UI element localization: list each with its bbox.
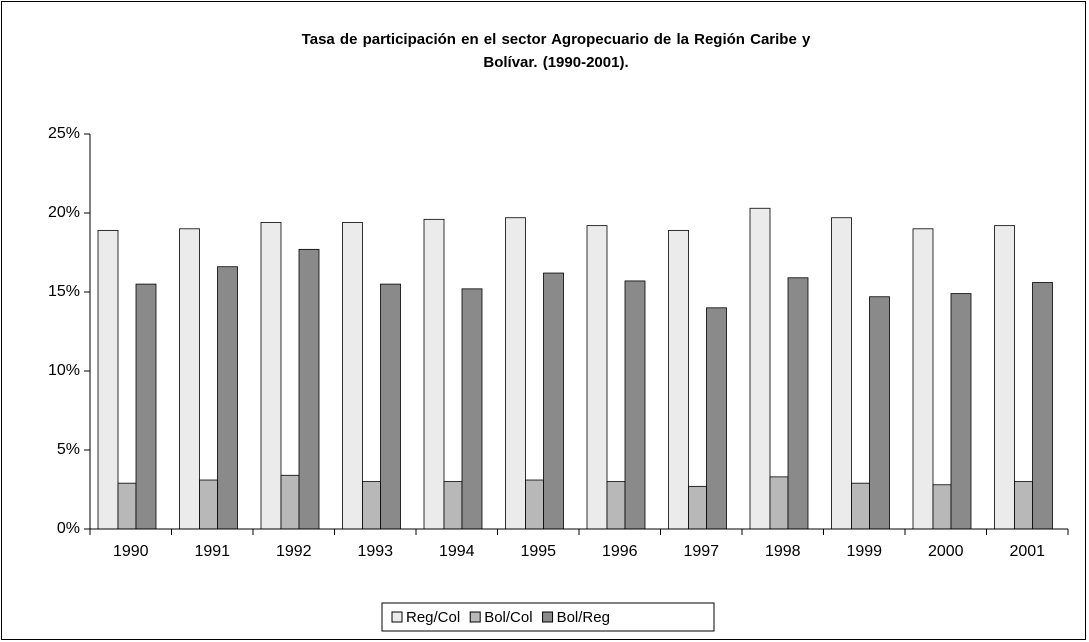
chart-title: Tasa de participación en el sector Agrop…: [301, 31, 811, 71]
bar: [443, 481, 463, 530]
bar: [362, 481, 381, 530]
bar: [217, 266, 238, 530]
bar: [97, 229, 119, 530]
legend-swatch: [391, 611, 403, 623]
bar: [932, 484, 952, 530]
legend-label: Reg/Col: [406, 609, 460, 626]
bar: [831, 217, 852, 530]
bar: [586, 225, 608, 530]
x-tick-label: 1997: [683, 543, 719, 560]
bar: [787, 277, 809, 530]
bar: [423, 218, 445, 530]
y-tick-label: 15%: [48, 283, 80, 300]
bar: [769, 476, 789, 530]
bar: [525, 479, 544, 530]
bar: [179, 228, 200, 530]
bar: [117, 482, 137, 530]
bar: [688, 485, 707, 530]
legend-label: Bol/Col: [484, 609, 532, 626]
bar: [994, 225, 1015, 530]
y-tick-label: 0%: [57, 520, 80, 537]
bar: [668, 229, 689, 530]
bar: [851, 482, 870, 530]
x-tick-label: 1999: [846, 543, 882, 560]
bar: [749, 207, 771, 530]
x-tick-label: 1995: [520, 543, 556, 560]
x-tick-label: 1998: [765, 543, 801, 560]
y-tick-label: 10%: [48, 362, 80, 379]
x-tick-label: 1992: [276, 543, 312, 560]
x-tick-label: 1994: [439, 543, 475, 560]
bar: [869, 296, 890, 530]
bar: [342, 222, 363, 530]
bar: [912, 228, 934, 530]
x-tick-label: 1991: [194, 543, 230, 560]
x-tick-label: 1990: [113, 543, 149, 560]
bar: [380, 283, 401, 530]
x-tick-label: 1993: [357, 543, 393, 560]
x-tick-label: 2001: [1009, 543, 1045, 560]
legend-swatch: [469, 611, 481, 623]
bar: [298, 248, 320, 530]
legend-swatch: [542, 611, 554, 623]
y-tick-label: 25%: [48, 125, 80, 142]
bar: [280, 474, 300, 530]
bar: [199, 479, 218, 530]
legend-label: Bol/Reg: [557, 609, 610, 626]
bar: [950, 293, 972, 530]
y-tick-label: 5%: [57, 441, 80, 458]
bar: [1032, 282, 1053, 530]
bar: [461, 288, 483, 530]
bar: [706, 307, 727, 530]
x-tick-label: 1996: [602, 543, 638, 560]
bar: [260, 222, 282, 530]
bar: [1014, 481, 1033, 530]
x-tick-label: 2000: [928, 543, 964, 560]
bar: [505, 217, 526, 530]
bar: [135, 283, 157, 530]
bar: [606, 481, 626, 530]
legend: Reg/Col Bol/Col Bol/Reg: [381, 602, 715, 632]
y-tick-label: 20%: [48, 204, 80, 221]
bar: [624, 280, 646, 530]
bar: [543, 272, 564, 530]
